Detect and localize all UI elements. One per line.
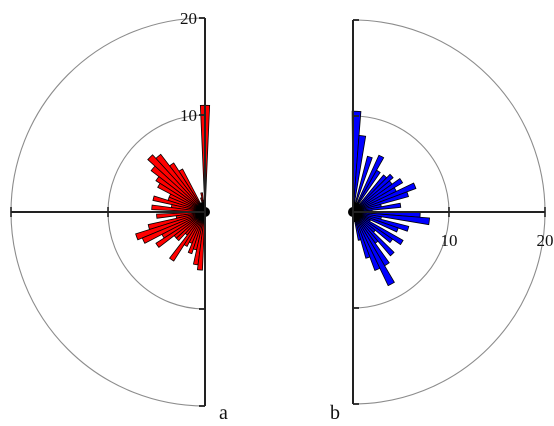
rose-wedge [352, 155, 373, 213]
rose-wedge [187, 211, 206, 255]
rose-wedge [155, 211, 206, 248]
rose-wedge [352, 182, 417, 213]
tick-label-10: 10 [180, 106, 197, 125]
rose-wedge [352, 211, 381, 271]
rose-wedge [352, 177, 404, 213]
rose-wedge [352, 173, 394, 213]
rose-wedge [352, 169, 381, 213]
rose-wedge [175, 211, 206, 242]
rose-wedge [352, 211, 362, 241]
rose-wedge [150, 165, 206, 213]
rose-wedge [157, 182, 206, 213]
tick-label-20: 20 [537, 231, 554, 250]
rose-panel-b: 10 20 b [330, 19, 554, 424]
rose-wedge [352, 211, 395, 257]
rose-wedge [196, 211, 206, 271]
rose-wedge [155, 176, 206, 213]
rose-wedge [183, 211, 206, 247]
rose-wedge [152, 195, 206, 213]
panel-label: b [330, 402, 340, 424]
rose-wedge [352, 191, 410, 213]
tick-label-20: 20 [180, 9, 197, 28]
rose-wedge [169, 211, 206, 262]
rose-wedge [352, 135, 367, 213]
rose-wedge [352, 211, 394, 244]
rose-wedge [151, 204, 206, 213]
tick-label-10: 10 [441, 231, 458, 250]
rose-panel-a: 10 20 a [10, 9, 228, 424]
rose-wedge [352, 202, 402, 213]
panel-label: a [219, 402, 228, 424]
rose-wedge [352, 211, 371, 259]
rose-wedge [352, 211, 395, 287]
rose-wedge [147, 154, 206, 213]
